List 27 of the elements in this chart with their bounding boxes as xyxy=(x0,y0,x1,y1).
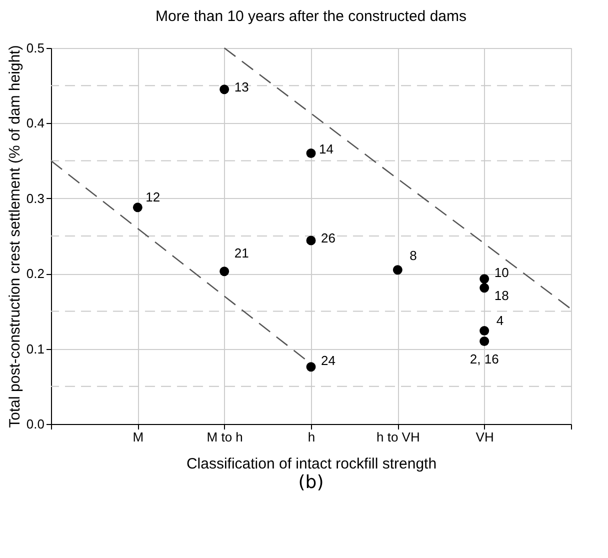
y-tick-label: 0.0 xyxy=(26,416,44,432)
x-tick-label: M to h xyxy=(206,430,243,444)
y-tick-label: 0.1 xyxy=(26,341,44,356)
y-tick-label: 0.5 xyxy=(26,40,44,56)
annotation: 2, 16 xyxy=(470,351,499,366)
y-tick-label: 0.3 xyxy=(26,190,44,206)
text: (b) xyxy=(298,472,324,493)
x-tick-label: h xyxy=(308,430,316,444)
line-series xyxy=(224,47,572,310)
annotation: 12 xyxy=(146,189,160,204)
x-tick-label: VH xyxy=(476,430,494,444)
annotation: 8 xyxy=(410,248,417,263)
y-tick-label: 0.2 xyxy=(26,266,44,282)
annotation: 18 xyxy=(494,288,509,303)
x-tick-label: h to VH xyxy=(376,430,420,444)
annotation: 21 xyxy=(234,245,249,260)
annotation: 24 xyxy=(321,352,336,368)
annotation: 4 xyxy=(496,312,504,328)
annotation: 14 xyxy=(319,141,334,156)
x-axis-title: Classification of intact rockfill strength xyxy=(186,456,437,472)
chart-title: More than 10 years after the constructed dams xyxy=(156,8,466,25)
y-tick-label: 0.4 xyxy=(26,116,44,131)
annotation: 26 xyxy=(321,230,336,246)
x-tick-label: M xyxy=(132,430,144,444)
annotation: 13 xyxy=(234,79,249,94)
y-axis-title: Total post-construction crest settlement (% of dam height) xyxy=(6,45,24,428)
annotation: 10 xyxy=(494,264,509,280)
